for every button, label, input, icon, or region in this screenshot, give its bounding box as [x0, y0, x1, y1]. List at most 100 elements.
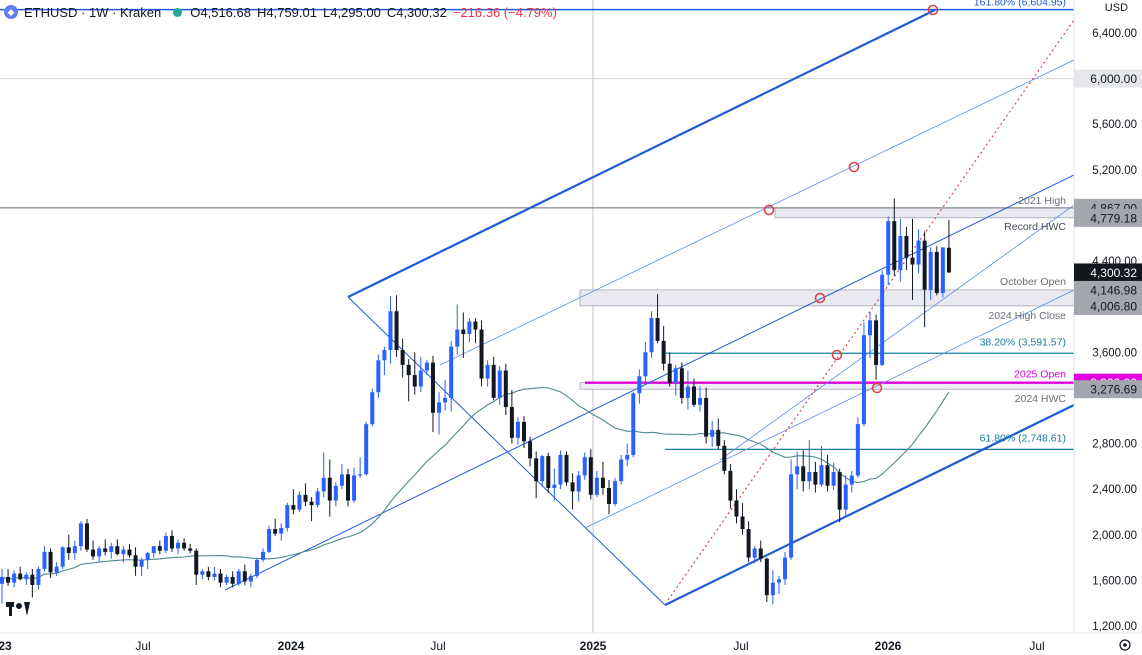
candle-body: [60, 547, 65, 567]
candle-body: [194, 550, 199, 575]
low-value: 4,295.00: [330, 4, 381, 20]
candle-body: [643, 352, 648, 377]
candle-body: [734, 500, 739, 517]
zone-record: [774, 207, 1074, 219]
candle-body: [455, 329, 460, 347]
candle-body: [485, 364, 490, 379]
candle-body: [813, 472, 818, 485]
time-tick-label: 2025: [580, 639, 607, 653]
candle-body: [861, 335, 866, 425]
candle-body: [649, 318, 654, 353]
candle-body: [449, 346, 454, 398]
candle-body: [133, 555, 138, 567]
candle-body: [97, 548, 102, 557]
candle-body: [940, 247, 945, 294]
candle-body: [582, 457, 587, 476]
candle-body: [206, 571, 211, 577]
candle-body: [637, 376, 642, 394]
price-tag-label: 4,300.32: [1090, 266, 1137, 280]
candle-body: [127, 549, 132, 556]
candle-body: [261, 551, 266, 560]
candle-body: [880, 274, 885, 365]
marker-circle: [927, 4, 939, 16]
candle-body: [36, 568, 41, 585]
ethereum-icon: ◆: [4, 5, 18, 19]
moving-average-line: [1, 386, 950, 581]
candle-body: [922, 240, 927, 290]
price-tick-label: 2,000.00: [1092, 530, 1137, 542]
price-tick-label: 6,400.00: [1092, 28, 1137, 40]
candle-body: [910, 257, 915, 265]
candle-body: [163, 535, 168, 551]
price-tag-label: 4,779.18: [1090, 211, 1137, 225]
high-label: H: [256, 4, 267, 20]
marker-circle: [848, 161, 860, 173]
candle-body: [382, 350, 387, 361]
candle-body: [12, 573, 17, 583]
candle-body: [843, 484, 848, 510]
close-value: 4,300.32: [396, 4, 447, 20]
candle-body: [91, 549, 96, 557]
settings-gear-icon[interactable]: [1119, 639, 1131, 651]
candle-body: [430, 362, 435, 413]
candle-body: [6, 576, 11, 583]
channel-inner-line: [719, 204, 1074, 461]
candle-body: [139, 559, 144, 567]
price-tick-label: 3,600.00: [1092, 347, 1137, 359]
price-tag: [1074, 208, 1142, 227]
time-tick-label: 23: [0, 639, 12, 653]
candle-body: [84, 523, 89, 550]
time-tick-label: 2026: [875, 639, 902, 653]
candle-body: [503, 370, 508, 408]
marker-circle: [871, 382, 883, 394]
candle-body: [928, 251, 933, 290]
candle-body: [849, 475, 854, 485]
marker-circle: [763, 204, 775, 216]
level-label: 2024 HWC: [1015, 393, 1067, 405]
price-tick-label: 5,600.00: [1092, 119, 1137, 131]
candle-body: [48, 551, 53, 573]
price-axis: [1074, 0, 1142, 655]
time-tick-label: Jul: [1029, 639, 1044, 653]
level-label: 161.80% (6,604.95): [974, 0, 1066, 9]
marker-circle: [831, 349, 843, 361]
candle-body: [868, 320, 873, 336]
candle-body: [515, 421, 520, 438]
candle-body: [916, 240, 921, 265]
symbol-label[interactable]: ETHUSD · 1W · Kraken: [24, 4, 162, 20]
candle-body: [479, 329, 484, 379]
pitchfork-handle-line: [347, 296, 666, 606]
level-label: October Open: [1000, 276, 1066, 288]
price-tick-label: 2,400.00: [1092, 484, 1137, 496]
candle-body: [176, 542, 181, 549]
candle-body: [437, 402, 442, 413]
time-axis: [0, 633, 1142, 655]
candle-body: [212, 573, 217, 577]
level-label: 2024 High Close: [988, 310, 1066, 322]
currency-label[interactable]: USD: [1104, 2, 1128, 14]
candle-body: [279, 527, 284, 534]
candle-body: [673, 368, 678, 384]
time-tick-label: Jul: [733, 639, 748, 653]
time-tick-label: 2024: [278, 639, 305, 653]
marker-circle: [814, 292, 826, 304]
chart-header: ◆ ETHUSD · 1W · Kraken O 4,516.68 H 4,759.…: [0, 0, 563, 24]
candle-body: [406, 364, 411, 376]
zone-october: [579, 289, 1074, 307]
channel-median-line: [224, 174, 1074, 591]
candle-body: [534, 458, 539, 482]
candle-body: [267, 529, 272, 552]
price-tick-label: 2,800.00: [1092, 439, 1137, 451]
candle-body: [837, 472, 842, 510]
candle-body: [831, 472, 836, 486]
candle-body: [358, 474, 363, 476]
candle-body: [522, 421, 527, 442]
candle-body: [716, 429, 721, 446]
price-tag: [1074, 280, 1142, 299]
plot-area: [0, 0, 1074, 633]
price-tag: [1074, 296, 1142, 315]
candle-body: [364, 424, 369, 475]
candle-body: [461, 329, 466, 335]
candle-body: [0, 576, 4, 584]
